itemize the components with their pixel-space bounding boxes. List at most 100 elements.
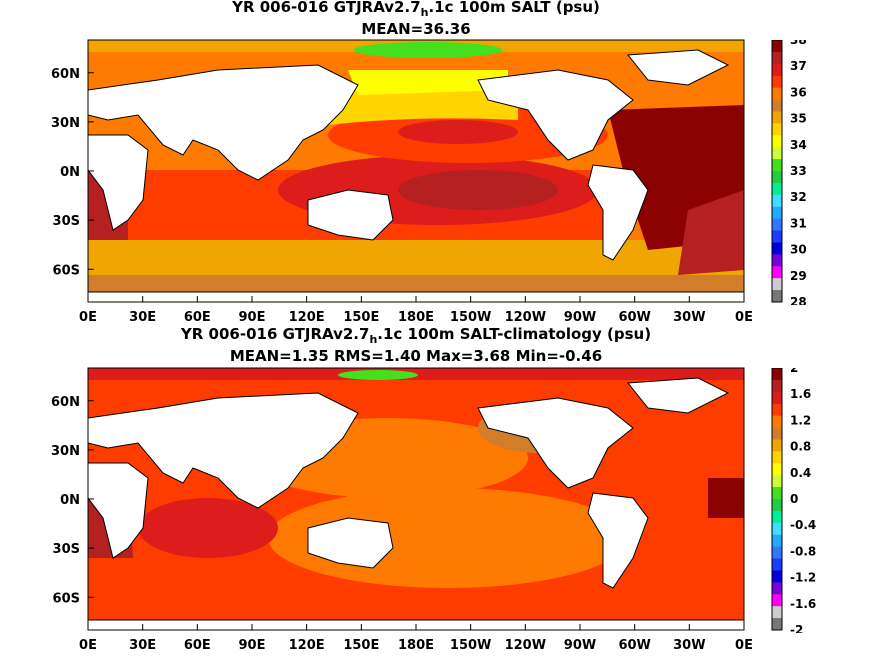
- bottom-colorbar-swatch: [772, 379, 782, 393]
- bottom-colorbar-swatch: [772, 463, 782, 476]
- bottom-stats: MEAN=1.35 RMS=1.40 Max=3.68 Min=-0.46: [229, 347, 603, 365]
- top-colorbar-tick: 33: [790, 164, 807, 178]
- top-map: [88, 40, 744, 302]
- australia: [307, 517, 394, 569]
- top-lon-label: 90W: [564, 310, 596, 325]
- top-colorbar-swatch: [772, 206, 782, 220]
- top-lon-label: 150E: [343, 310, 379, 325]
- bottom-lon-label: 90W: [564, 638, 596, 653]
- atlantic-east: [708, 478, 744, 518]
- bottom-lon-label: 180E: [398, 638, 434, 653]
- bottom-colorbar-tick: 0: [790, 492, 798, 506]
- north-america: [477, 397, 634, 489]
- bottom-colorbar-frame: [771, 368, 783, 631]
- bottom-colorbar-swatch: [772, 534, 782, 548]
- north-pacific-max: [398, 120, 518, 144]
- indian-anom: [138, 498, 278, 558]
- top-colorbar-swatch: [772, 230, 782, 243]
- top-colorbar-tick: 28: [790, 295, 807, 305]
- top-colorbar-swatch: [772, 171, 782, 184]
- top-colorbar-swatch: [772, 194, 782, 208]
- bottom-lon-label: 0E: [79, 638, 97, 653]
- bottom-colorbar-swatch: [772, 451, 782, 464]
- top-lon-label: 120E: [289, 310, 325, 325]
- bottom-lon-label: 60W: [618, 638, 650, 653]
- top-colorbar-swatch: [772, 135, 782, 148]
- top-map-frame: [87, 39, 745, 303]
- top-axes: 0E 30E 60E 90E 120E 150E 180E 150W 120W 90W 60W 30W…: [51, 39, 753, 325]
- top-colorbar-frame: [771, 40, 783, 303]
- bottom-colorbar-swatch: [772, 391, 782, 405]
- top-colorbar-swatch: [772, 218, 782, 232]
- top-lon-label: 30E: [129, 310, 156, 325]
- bottom-colorbar-swatch: [772, 582, 782, 595]
- bottom-lon-label: 120E: [289, 638, 325, 653]
- top-colorbar-tick: 38: [790, 40, 807, 47]
- top-title: YR 006-016 GTJRAv2.7h.1c 100m SALT (psu): [232, 0, 600, 19]
- bottom-title: YR 006-016 GTJRAv2.7h.1c 100m SALT-clima…: [180, 325, 652, 346]
- bottom-colorbar-tick: 2: [790, 368, 798, 375]
- bottom-colorbar-swatch: [772, 439, 782, 452]
- top-colorbar-swatch: [772, 123, 782, 136]
- top-lat-label: 0N: [60, 165, 80, 180]
- top-lon-label: 90E: [239, 310, 266, 325]
- south-america: [587, 492, 649, 589]
- bottom-colorbar-swatch: [772, 558, 782, 571]
- top-lon-label: 0E: [735, 310, 753, 325]
- top-lon-label: 30W: [673, 310, 705, 325]
- top-colorbar-swatch: [772, 182, 782, 196]
- north-america: [477, 69, 634, 161]
- bottom-colorbar-swatch: [772, 415, 782, 429]
- top-colorbar-tick: 31: [790, 216, 807, 230]
- eurasia: [88, 392, 359, 509]
- arctic-fresh: [338, 370, 418, 380]
- africa: [88, 462, 149, 559]
- bottom-lat-label: 30N: [51, 444, 80, 459]
- bottom-colorbar-swatch: [772, 510, 782, 524]
- africa: [88, 134, 149, 231]
- top-colorbar-tick: 30: [790, 243, 807, 257]
- arctic-fresh: [353, 42, 503, 58]
- bottom-lon-label: 30E: [129, 638, 156, 653]
- bottom-lat-label: 60S: [53, 591, 80, 606]
- bottom-colorbar-tick: -2: [790, 623, 803, 633]
- south-pacific-max: [398, 170, 558, 210]
- south-atlantic: [678, 190, 744, 275]
- top-lon-label: 120W: [505, 310, 546, 325]
- top-colorbar-tick: 32: [790, 190, 807, 204]
- bottom-colorbar-swatch: [772, 427, 782, 440]
- bottom-colorbar-tick: -0.8: [790, 544, 816, 558]
- bottom-lat-label: 30S: [53, 542, 80, 557]
- top-lat-label: 30N: [51, 116, 80, 131]
- top-colorbar-swatch: [772, 242, 782, 255]
- north-pacific-fresh-2: [348, 70, 508, 95]
- bottom-axes: 0E 30E 60E 90E 120E 150E 180E 150W 120W 90W 60W 30W…: [51, 367, 753, 653]
- bottom-colorbar-svg: 2 1.6 1.2 0.8 0.4 0 -0.4 -0.8 -1.2 -1.6 -2: [771, 368, 816, 633]
- south-america: [587, 164, 649, 261]
- top-colorbar-swatch: [772, 147, 782, 160]
- bottom-lat-label: 0N: [60, 493, 80, 508]
- top-lon-label: 0E: [79, 310, 97, 325]
- bottom-colorbar-swatch: [772, 403, 782, 417]
- eurasia: [88, 64, 359, 181]
- bottom-colorbar-swatch: [772, 618, 782, 631]
- top-colorbar-tick: 36: [790, 85, 807, 99]
- greenland: [627, 49, 730, 86]
- top-colorbar-tick: 34: [790, 138, 807, 152]
- top-colorbar-swatch: [772, 254, 782, 267]
- top-colorbar-swatch: [772, 111, 782, 124]
- top-colorbar-swatch: [772, 75, 782, 89]
- bottom-colorbar-tick: 1.6: [790, 387, 811, 401]
- top-colorbar-tick: 29: [790, 269, 807, 283]
- top-colorbar-swatch: [772, 278, 782, 291]
- bottom-colorbar-swatch: [772, 546, 782, 560]
- bottom-lon-label: 30W: [673, 638, 705, 653]
- australia: [307, 189, 394, 241]
- top-colorbar-swatch: [772, 87, 782, 101]
- north-pacific-fresh: [318, 86, 518, 125]
- bottom-lon-label: 90E: [239, 638, 266, 653]
- bottom-colorbar-swatch: [772, 522, 782, 536]
- bottom-colorbar-swatch: [772, 487, 782, 500]
- bottom-colorbar-tick: 0.4: [790, 466, 811, 480]
- bottom-map-frame: [87, 367, 745, 631]
